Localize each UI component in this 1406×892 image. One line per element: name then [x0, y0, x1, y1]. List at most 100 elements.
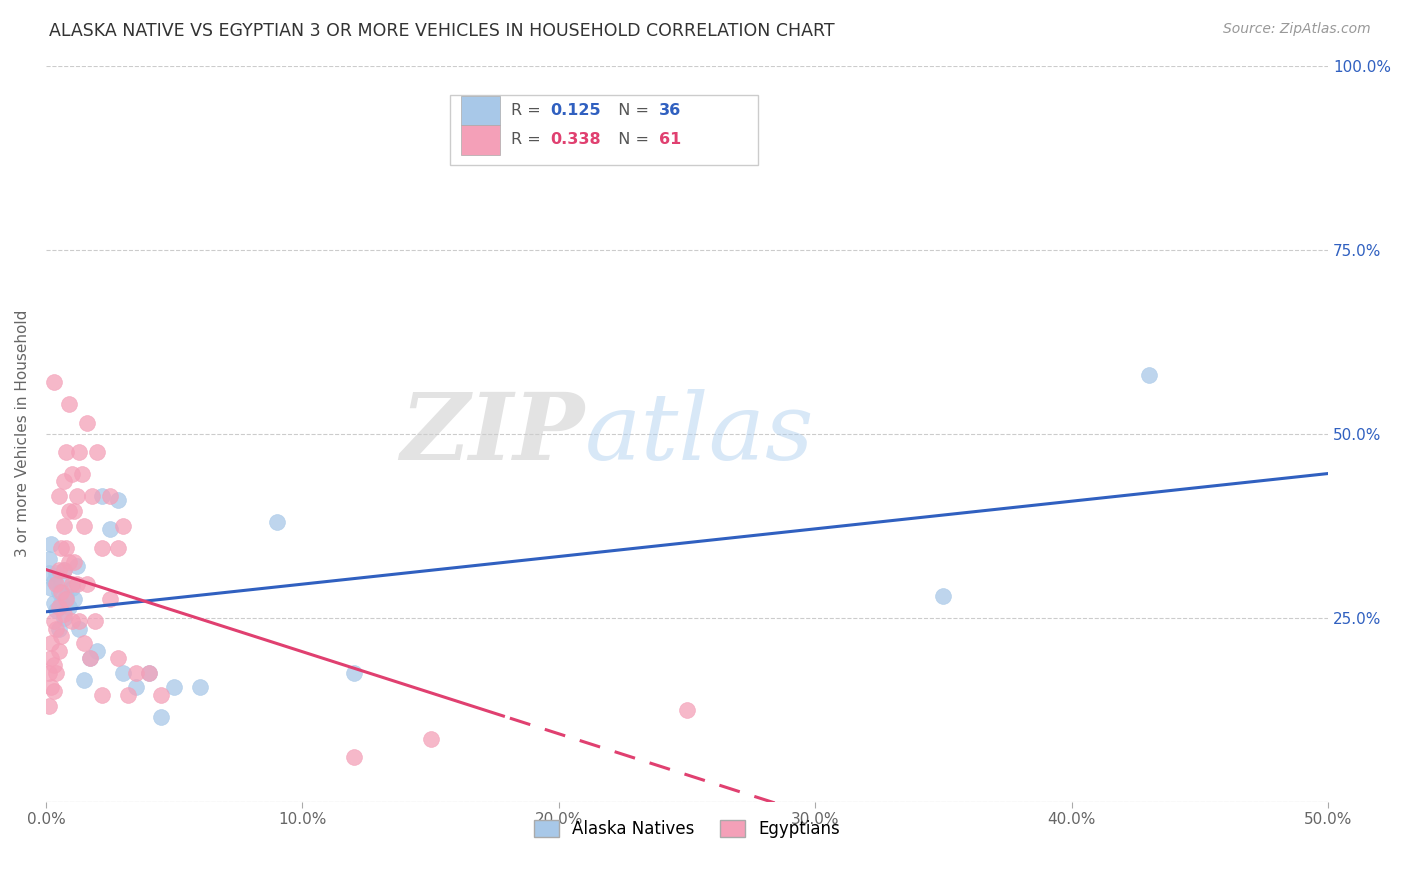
Point: [111, 665, 134, 680]
FancyBboxPatch shape: [450, 95, 758, 165]
Point: [419, 731, 441, 746]
Text: R =: R =: [512, 103, 547, 118]
Point: [676, 702, 699, 716]
Point: [343, 750, 366, 764]
Point: [117, 688, 139, 702]
Point: [52, 563, 75, 577]
Point: [79, 651, 101, 665]
Point: [52, 518, 75, 533]
Point: [66, 577, 89, 591]
Point: [86, 643, 108, 657]
Point: [138, 665, 160, 680]
Point: [73, 673, 96, 687]
Point: [51, 596, 73, 610]
Text: ALASKA NATIVE VS EGYPTIAN 3 OR MORE VEHICLES IN HOUSEHOLD CORRELATION CHART: ALASKA NATIVE VS EGYPTIAN 3 OR MORE VEHI…: [49, 22, 835, 40]
Legend: Alaska Natives, Egyptians: Alaska Natives, Egyptians: [527, 814, 846, 845]
Point: [42, 658, 65, 673]
Point: [45, 577, 67, 591]
Point: [343, 665, 366, 680]
Text: 61: 61: [659, 132, 681, 147]
Point: [91, 489, 114, 503]
Point: [48, 622, 70, 636]
Text: Source: ZipAtlas.com: Source: ZipAtlas.com: [1223, 22, 1371, 37]
Point: [107, 541, 129, 555]
Point: [932, 589, 955, 603]
Text: ZIP: ZIP: [401, 389, 585, 479]
Point: [52, 563, 75, 577]
Point: [188, 681, 211, 695]
Point: [55, 541, 77, 555]
Point: [73, 518, 96, 533]
Point: [38, 566, 60, 581]
Point: [67, 445, 90, 459]
Point: [76, 577, 98, 591]
FancyBboxPatch shape: [461, 95, 501, 125]
Point: [38, 698, 60, 713]
Point: [60, 614, 83, 628]
Point: [91, 688, 114, 702]
Point: [70, 467, 93, 481]
Point: [63, 555, 86, 569]
Point: [82, 489, 104, 503]
Point: [60, 577, 83, 591]
Point: [48, 599, 70, 614]
Point: [55, 589, 77, 603]
Point: [42, 684, 65, 698]
Text: N =: N =: [607, 132, 654, 147]
Point: [51, 541, 73, 555]
Point: [138, 665, 160, 680]
Point: [55, 592, 77, 607]
Point: [38, 551, 60, 566]
Point: [98, 522, 121, 536]
Point: [86, 445, 108, 459]
Point: [51, 584, 73, 599]
Point: [66, 559, 89, 574]
Point: [67, 614, 90, 628]
Point: [66, 489, 89, 503]
Point: [55, 445, 77, 459]
Text: atlas: atlas: [585, 389, 814, 479]
Point: [51, 629, 73, 643]
Point: [48, 643, 70, 657]
Point: [42, 596, 65, 610]
Point: [111, 518, 134, 533]
Point: [48, 584, 70, 599]
FancyBboxPatch shape: [461, 125, 501, 154]
Point: [58, 599, 80, 614]
Point: [79, 651, 101, 665]
Point: [38, 665, 60, 680]
Point: [67, 622, 90, 636]
Point: [58, 504, 80, 518]
Text: N =: N =: [607, 103, 654, 118]
Point: [45, 603, 67, 617]
Point: [42, 614, 65, 628]
Point: [39, 651, 62, 665]
Point: [52, 607, 75, 621]
Point: [39, 581, 62, 595]
Point: [60, 581, 83, 595]
Point: [48, 563, 70, 577]
Point: [51, 574, 73, 588]
Point: [125, 665, 148, 680]
Point: [39, 537, 62, 551]
Point: [76, 416, 98, 430]
Point: [52, 610, 75, 624]
Point: [63, 592, 86, 607]
Point: [107, 492, 129, 507]
Text: 0.125: 0.125: [550, 103, 600, 118]
Point: [1137, 368, 1160, 382]
Point: [48, 489, 70, 503]
Point: [150, 710, 173, 724]
Point: [45, 566, 67, 581]
Point: [150, 688, 173, 702]
Point: [125, 681, 148, 695]
Point: [98, 592, 121, 607]
Y-axis label: 3 or more Vehicles in Household: 3 or more Vehicles in Household: [15, 310, 30, 558]
Point: [52, 475, 75, 489]
Point: [45, 622, 67, 636]
Point: [266, 515, 288, 529]
Text: 0.338: 0.338: [550, 132, 600, 147]
Point: [39, 681, 62, 695]
Point: [63, 504, 86, 518]
Point: [58, 555, 80, 569]
